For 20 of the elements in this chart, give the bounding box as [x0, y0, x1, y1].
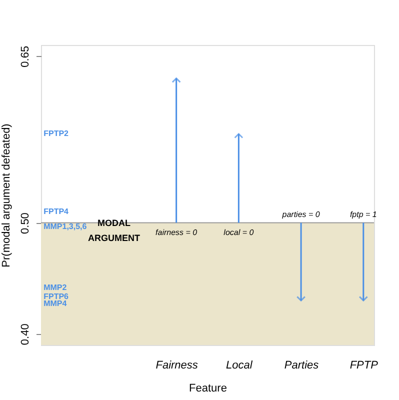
- x-axis-title: Feature: [189, 382, 227, 394]
- y-tick-label: 0.40: [20, 324, 32, 346]
- annotation: FPTP6: [44, 292, 70, 301]
- annotation: local = 0: [224, 228, 254, 237]
- annotation: parties = 0: [281, 210, 320, 219]
- annotation: MMP2: [44, 283, 68, 292]
- annotation: MODAL ARGUMENT: [88, 218, 140, 243]
- annotation: MMP1,3,5,6: [44, 222, 88, 231]
- annotation: MMP4: [44, 299, 68, 308]
- annotation: fairness = 0: [156, 228, 198, 237]
- annotation: FPTP4: [44, 207, 70, 216]
- annotation: FPTP2: [44, 129, 70, 138]
- y-tick-label: 0.65: [20, 46, 32, 68]
- annotation: fptp = 1: [350, 210, 377, 219]
- x-tick-label: Fairness: [156, 360, 198, 372]
- x-tick-label: FPTP: [350, 360, 379, 372]
- y-tick-label: 0.50: [20, 212, 32, 234]
- x-tick-label: Parties: [284, 360, 320, 372]
- x-tick-label: Local: [226, 360, 253, 372]
- y-axis-title: Pr(modal argument defeated): [0, 124, 12, 268]
